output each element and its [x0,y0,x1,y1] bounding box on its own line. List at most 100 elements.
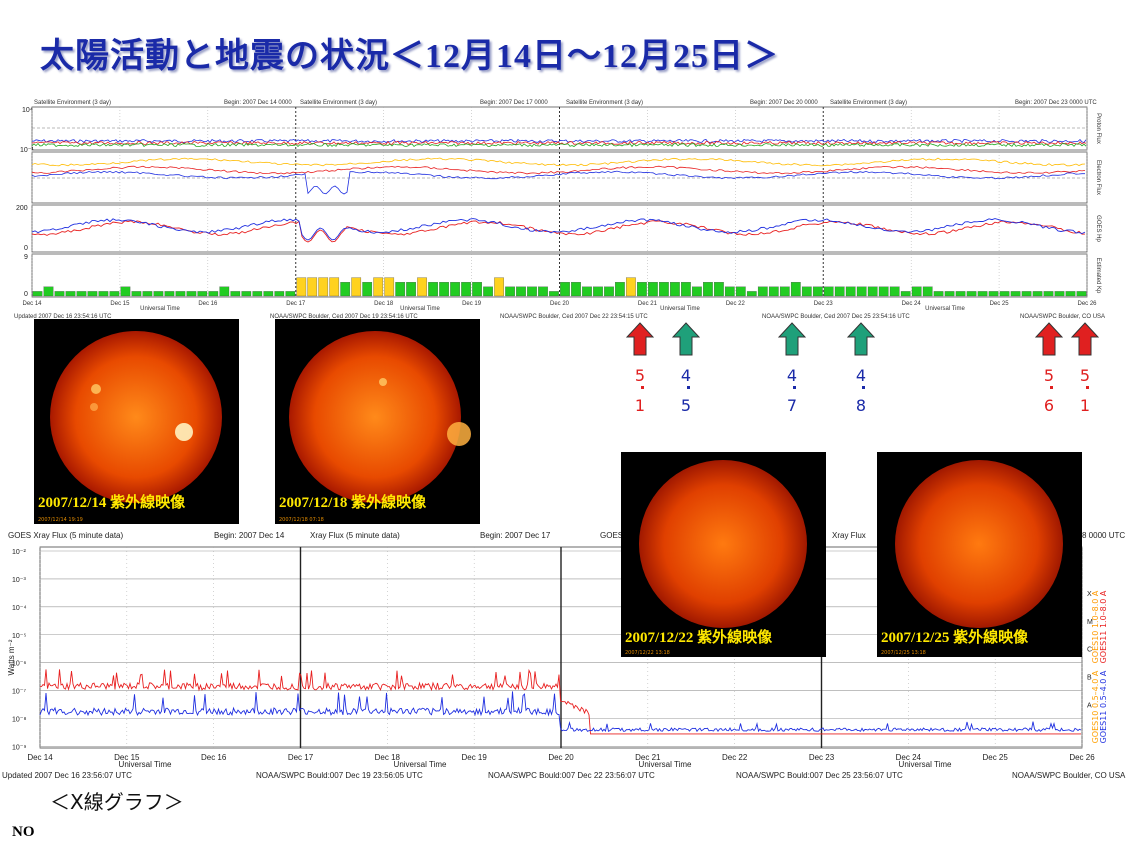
flare-class-label: M [1087,619,1093,626]
kp-bar [450,282,460,297]
x-tick: Dec 25 [982,753,1008,762]
magnitude-digit: 5 [634,366,646,385]
x-axis-label: Universal Time [140,306,180,312]
x-tick: Dec 16 [198,301,218,307]
panel-header: Satellite Environment (3 day) [34,100,111,106]
sun-image-3: 2007/12/22 紫外線映像 2007/12/22 13:18 [621,452,826,657]
kp-bar [856,286,867,297]
kp-bar [406,282,416,297]
magnitude-digit: 5 [1043,366,1055,385]
kp-bar [626,277,636,297]
kp-bar [1043,291,1054,297]
x-tick: Dec 19 [461,753,487,762]
kp-bar [812,286,823,297]
kp-bar [340,282,351,297]
kp-bar [516,286,526,297]
proton-flux-trace [31,142,1087,148]
flare-class-label: C [1087,647,1092,654]
magnitude-digit: 6 [1043,396,1055,415]
decimal-point [687,386,690,389]
sun-image-2: 2007/12/18 紫外線映像 2007/12/18 07:18 [275,319,480,524]
kp-bar [790,282,801,297]
red-arrow-icon [1034,322,1064,356]
sun-image-label: 2007/12/25 紫外線映像 [881,630,1029,646]
sun-image-stamp: 2007/12/14 19:19 [38,517,83,523]
kp-bar [735,286,746,297]
legend-entry: GOES10 1.0–8.0 A [1091,590,1100,663]
footer-text: NOAA/SWPC Bould:007 Dec 22 23:56:07 UTC [488,771,655,780]
kp-bar [428,282,438,297]
kp-bar [867,286,878,297]
kp-bar [219,286,230,297]
legend-entry: GOES11 0.5–4.0 A [1099,670,1108,743]
kp-bar [977,291,988,297]
x-tick: Dec 18 [374,301,394,307]
kp-bar [714,282,724,297]
kp-bar [593,286,603,297]
green-arrow-icon [846,322,876,356]
x-tick: Dec 19 [462,301,482,307]
row-label: Electron Flux [1095,160,1101,195]
x-tick: Dec 22 [722,753,748,762]
kp-bar [384,277,395,297]
kp-bar [285,291,296,297]
x-tick: Dec 22 [726,301,746,307]
xray-graph-caption: ＜X線グラフ＞ [50,790,184,814]
kp-bar [1065,291,1076,297]
kp-bar [1032,291,1043,297]
kp-bar [944,291,955,297]
row-label: GOES Hp [1095,215,1101,242]
flare-class-label: A [1087,703,1092,710]
kp-bar [746,291,757,297]
kp-bar [724,286,735,297]
kp-bar [186,291,197,297]
x-axis-label: Universal Time [899,760,952,769]
sun-image-label: 2007/12/18 紫外線映像 [279,495,427,511]
footer-text: NOAA/SWPC Bould:007 Dec 19 23:56:05 UTC [256,771,423,780]
panel-header: Satellite Environment (3 day) [300,100,377,106]
red-arrow-icon [625,322,655,356]
x-tick: Dec 14 [27,753,53,762]
x-axis-label: Universal Time [925,306,965,312]
kp-bar [131,291,142,297]
kp-bar [1076,291,1087,297]
kp-bar [670,282,680,297]
y-axis-label: Watts m⁻² [7,639,16,675]
x-tick: Dec 23 [809,753,835,762]
electron-flux-trace [31,165,1086,175]
kp-bar [153,291,164,297]
kp-bar [604,286,614,297]
kp-bar [911,286,922,297]
sun-disk-icon [289,331,471,503]
kp-bar [527,286,537,297]
kp-bar [274,291,285,297]
sun-image-stamp: 2007/12/25 13:18 [881,650,926,656]
kp-bar [142,291,153,297]
panel-begin: Begin: 2007 Dec 17 0000 [480,100,548,106]
panel-header: Xray Flux (5 minute data) [310,531,400,540]
sun-disk-icon [639,460,807,628]
xray-trace [39,691,1082,733]
magnitude-digit: 7 [786,396,798,415]
decimal-point [641,386,644,389]
x-axis-label: Universal Time [394,760,447,769]
y-tick: 10⁻³ [12,577,26,584]
kp-bar [549,291,559,297]
kp-bar [648,282,658,297]
kp-bar [351,277,362,297]
kp-bar [362,282,373,297]
kp-bar [109,291,120,297]
x-axis-label: Universal Time [119,760,172,769]
sun-image-stamp: 2007/12/18 07:18 [279,517,324,523]
kp-bar [933,291,944,297]
x-tick: Dec 15 [114,753,140,762]
kp-bar [571,282,581,297]
kp-bar [76,291,87,297]
kp-bar [373,277,384,297]
satellite-environment-chart: Satellite Environment (3 day) Begin: 2007… [14,100,1105,320]
kp-bar [878,286,889,297]
kp-bar [560,282,570,297]
flare-class-label: B [1087,675,1092,682]
kp-bar [538,286,548,297]
magnitude-digit: 4 [680,366,692,385]
